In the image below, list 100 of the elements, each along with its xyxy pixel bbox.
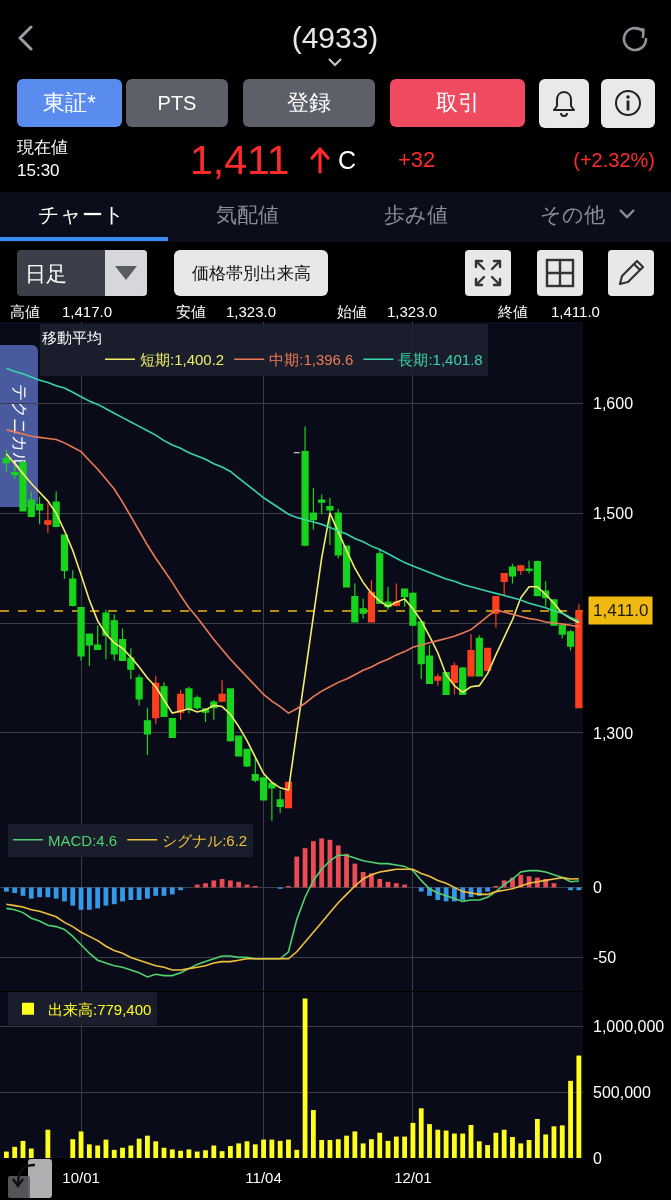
bar — [53, 887, 59, 899]
bar — [460, 1133, 466, 1158]
bar — [70, 887, 76, 906]
bar — [3, 1151, 9, 1158]
candlestick — [160, 681, 168, 718]
candlestick — [367, 579, 376, 623]
bar — [28, 1148, 34, 1158]
bar — [518, 1143, 524, 1158]
candlestick — [500, 573, 508, 597]
bar — [485, 887, 490, 892]
bar — [319, 838, 325, 888]
text: 1,417.0 — [62, 303, 113, 320]
bar — [543, 1134, 549, 1158]
bar — [360, 1143, 366, 1158]
bar — [111, 1149, 117, 1158]
bar — [294, 856, 300, 888]
text: +32 — [398, 147, 436, 172]
bar — [393, 883, 399, 888]
x-tick-label: 10/01 — [62, 1169, 100, 1186]
legend-label: 出来高:779,400 — [48, 1000, 152, 1018]
candlestick — [135, 674, 143, 707]
bar — [485, 1145, 490, 1158]
x-tick-label: 11/04 — [245, 1169, 282, 1186]
bar — [3, 887, 9, 892]
button: PTS — [126, 79, 228, 127]
y-tick-label: 1,600 — [593, 394, 634, 412]
bar — [269, 1139, 275, 1158]
bar — [145, 1135, 150, 1158]
text: 安値 — [176, 303, 206, 320]
bar — [402, 1136, 408, 1158]
bar — [294, 1149, 300, 1158]
text: チャート — [38, 203, 125, 226]
bar — [203, 883, 208, 888]
bar — [153, 887, 159, 896]
y-tick-label: -50 — [593, 949, 617, 966]
bar — [344, 853, 349, 888]
bar — [95, 887, 101, 909]
bar — [169, 1149, 175, 1158]
candlestick — [434, 672, 442, 687]
bar — [120, 1147, 125, 1158]
text: 1,323.0 — [226, 303, 277, 320]
bar — [352, 1131, 358, 1158]
text: 15:30 — [17, 161, 60, 180]
candlestick — [467, 633, 475, 677]
y-tick-label: 1,300 — [593, 724, 634, 742]
bar — [86, 1144, 92, 1158]
bar — [418, 887, 424, 892]
bar — [145, 887, 150, 899]
candlestick — [492, 596, 500, 629]
text: 現在値 — [17, 138, 68, 157]
bar — [435, 1129, 441, 1158]
y-tick-label: 1,000,000 — [593, 1018, 665, 1036]
line-series — [5, 868, 580, 971]
bar — [476, 1141, 482, 1158]
bar — [86, 887, 92, 910]
text: (+2.32%) — [573, 149, 655, 171]
legend-label: シグナル:6.2 — [162, 831, 248, 849]
text: 気配値 — [216, 203, 279, 226]
text: 終値 — [498, 303, 528, 320]
text: 日足 — [25, 262, 67, 285]
legend-label: 長期:1,401.8 — [398, 351, 483, 369]
bar — [534, 1118, 540, 1158]
bar — [95, 1145, 101, 1158]
bar — [128, 1145, 134, 1158]
bar — [153, 1141, 159, 1158]
bar — [136, 887, 142, 900]
bar — [178, 1150, 184, 1158]
bar — [211, 1145, 217, 1158]
candlestick — [575, 603, 583, 709]
candlestick — [326, 497, 334, 546]
bar — [236, 881, 242, 888]
candlestick — [177, 689, 185, 721]
y-tick-label: 0 — [593, 1149, 602, 1167]
legend-label: 中期:1,396.6 — [269, 351, 354, 369]
candlestick — [517, 564, 525, 576]
bar — [37, 887, 42, 898]
line-series — [5, 854, 580, 978]
line-series — [5, 367, 580, 622]
candlestick — [450, 661, 458, 696]
bar — [120, 887, 125, 902]
legend-title: 移動平均 — [42, 329, 102, 346]
candlestick — [69, 569, 77, 608]
bar — [568, 1080, 573, 1158]
bar — [28, 887, 34, 899]
bar — [335, 845, 341, 888]
candlestick — [483, 647, 492, 671]
bar — [70, 1139, 76, 1158]
bar — [335, 1139, 341, 1158]
bar — [169, 887, 175, 895]
text: 歩み値 — [384, 203, 448, 226]
ref-line-label: 1,411.0 — [593, 601, 649, 620]
y-tick-label: 500,000 — [593, 1083, 651, 1101]
candlestick — [459, 666, 467, 696]
bar — [443, 1130, 449, 1158]
y-tick-label: 1,500 — [593, 504, 634, 522]
candlestick — [2, 448, 10, 473]
candlestick — [152, 675, 160, 725]
bar — [161, 887, 167, 896]
candlestick — [143, 707, 152, 756]
bar — [344, 1135, 349, 1158]
